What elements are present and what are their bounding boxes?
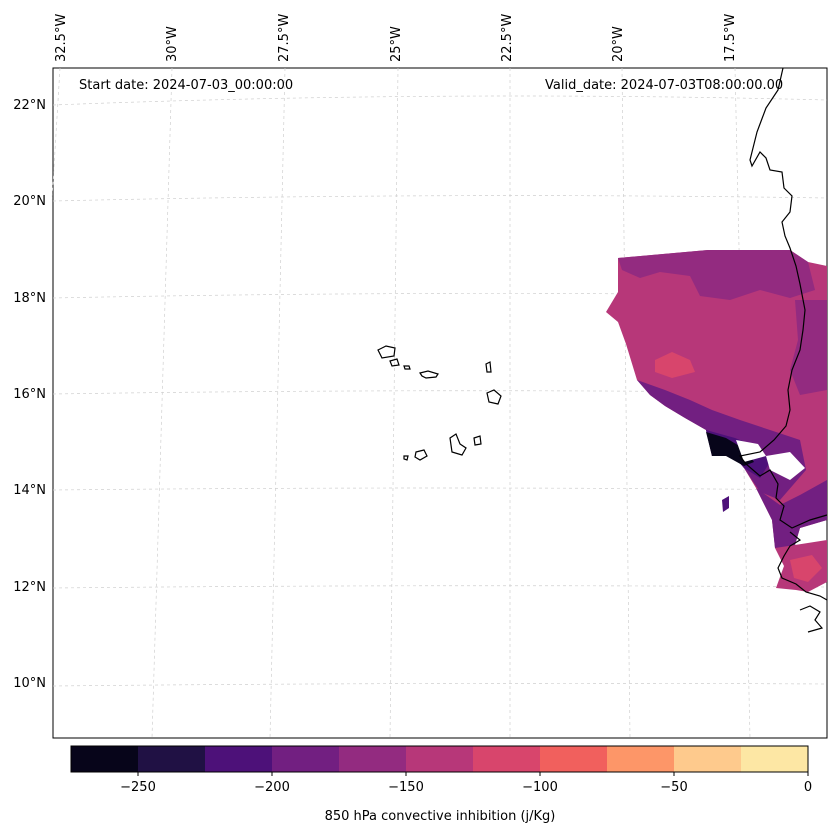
colorbar-swatch	[272, 746, 340, 772]
island-santa-luzia	[403, 365, 411, 370]
lat-label-12n: 12°N	[13, 580, 46, 595]
lat-label-22n: 22°N	[13, 98, 46, 113]
lat-label-16n: 16°N	[13, 387, 46, 402]
island-brava	[403, 455, 409, 461]
colorbar-swatch	[71, 746, 139, 772]
island-fogo	[414, 449, 428, 461]
lon-label-20w: 20°W	[611, 26, 626, 62]
colorbar-swatch	[339, 746, 407, 772]
colorbar-swatch	[473, 746, 541, 772]
cin-hole-1	[736, 440, 766, 462]
cin-region-north-edge	[618, 250, 815, 300]
colorbar-tick: −200	[254, 780, 290, 795]
island-maio	[473, 435, 482, 446]
colorbar-swatch	[540, 746, 608, 772]
colorbar-tick: −150	[388, 780, 424, 795]
lon-label-25w: 25°W	[389, 26, 404, 62]
cin-region-min	[706, 432, 754, 466]
colorbar-swatch	[205, 746, 273, 772]
colorbar-tick: −250	[120, 780, 156, 795]
cin-region-high	[655, 352, 695, 378]
lat-label-20n: 20°N	[13, 194, 46, 209]
colorbar-swatch	[138, 746, 206, 772]
colorbar-swatch	[741, 746, 809, 772]
colorbar-label: 850 hPa convective inhibition (j/Kg)	[324, 809, 556, 824]
start-date: Start date: 2024-07-03_00:00:00	[79, 78, 294, 93]
coastlines	[377, 67, 828, 633]
lon-label-17-5w: 17.5°W	[723, 13, 738, 62]
colorbar-tick: −50	[660, 780, 688, 795]
african-coastline	[738, 67, 828, 633]
colorbar-border	[70, 745, 809, 773]
colorbar-tick: 0	[803, 780, 813, 795]
colorbar-swatch	[406, 746, 474, 772]
lat-label-14n: 14°N	[13, 483, 46, 498]
cin-hole-2	[766, 452, 805, 480]
lon-label-22-5w: 22.5°W	[500, 13, 515, 62]
island-boa-vista	[486, 389, 502, 405]
island-sao-vicente	[389, 358, 400, 367]
cin-contours	[606, 250, 827, 592]
island-santiago	[449, 433, 467, 456]
cin-region-high-2	[790, 555, 822, 582]
lon-label-30w: 30°W	[165, 26, 180, 62]
lat-label-10n: 10°N	[13, 676, 46, 691]
lon-label-27-5w: 27.5°W	[277, 13, 292, 62]
cin-region-east	[790, 300, 827, 395]
cin-region-low-south	[756, 480, 827, 548]
island-santo-antao	[377, 345, 396, 359]
graticule	[51, 67, 828, 739]
colorbar-swatch	[607, 746, 675, 772]
colorbar-swatch	[674, 746, 742, 772]
lat-label-18n: 18°N	[13, 291, 46, 306]
cin-region-patch	[722, 496, 729, 512]
colorbar	[70, 745, 809, 776]
lon-label-32-5w: 32.5°W	[54, 13, 69, 62]
valid-date: Valid_date: 2024-07-03T08:00:00.00	[545, 78, 784, 93]
island-sal	[485, 361, 492, 373]
island-sao-nicolau	[419, 370, 439, 379]
colorbar-tick: −100	[522, 780, 558, 795]
